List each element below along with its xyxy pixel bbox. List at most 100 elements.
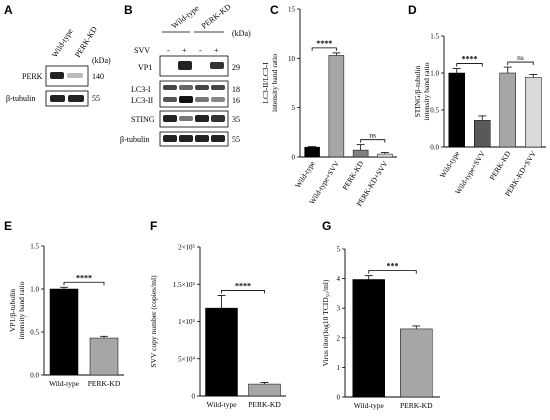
category-label-e-1: PERK-KD	[88, 379, 121, 388]
y-label-c-1: intensity band ratio	[270, 54, 279, 112]
panel-letter-e: E	[4, 219, 12, 233]
y-tick-label-f-3: 1.5×10⁵	[173, 281, 196, 289]
panel-letter-b: B	[124, 3, 133, 17]
y-tick-label-g-0: 0	[337, 394, 341, 402]
kda-header: (kDa)	[92, 56, 111, 65]
kda-tubulin: 55	[92, 94, 100, 103]
row-label-perk: PERK	[22, 72, 43, 81]
blot-frame-tubulin-b	[159, 131, 229, 147]
svv-sign-4: +	[214, 46, 219, 55]
sig-bracket-g-0	[368, 270, 417, 274]
y-tick-label-g-1: 1	[337, 364, 341, 372]
y-tick-label-g-2: 2	[337, 334, 341, 342]
bar-f-0	[205, 307, 238, 397]
band-tub-1	[163, 135, 177, 142]
band-tub-3	[195, 135, 209, 142]
band-lc3i-1	[163, 85, 177, 90]
y-tick-label-e-0: 0.0	[30, 372, 39, 380]
kda-header-b: (kDa)	[232, 29, 251, 38]
y-tick-label-f-1: 5×10⁴	[178, 355, 195, 363]
sig-label-g-0: ***	[387, 262, 399, 271]
svv-label: SVV	[134, 46, 150, 55]
blot-frame-vp1	[159, 55, 229, 77]
y-tick-label-g-3: 3	[337, 305, 341, 313]
band-tub-2	[179, 135, 193, 142]
band-tubulin-wt	[50, 95, 65, 102]
band-vp1-kd-svv	[210, 62, 224, 69]
group-label-perk-kd: PERK-KD	[200, 2, 233, 31]
sig-label-f-0: ****	[235, 281, 251, 290]
sig-bracket-e-0	[63, 281, 105, 286]
chart-e: 0.0 0.5 1.0 1.5 VP1/β-tubulin intensity band …	[8, 243, 124, 388]
band-tubulin-kd	[68, 95, 84, 102]
bar-d-1	[474, 120, 491, 148]
y-tick-label-f-4: 2×10⁵	[178, 244, 195, 252]
kda-vp1: 29	[232, 63, 240, 72]
y-label-d-1: intensity band ratio	[422, 62, 431, 120]
kda-perk: 140	[92, 72, 104, 81]
sig-label-d-0: ****	[462, 55, 478, 64]
row-label-sting: STING	[131, 115, 155, 124]
panel-letter-a: A	[4, 3, 13, 17]
category-label-f-0: Wild-type	[206, 400, 237, 409]
band-lc3ii-1	[163, 97, 177, 102]
sig-label-c-0: ****	[316, 39, 332, 48]
band-perk-kd	[67, 73, 83, 78]
y-label-g-0: Virus titer(log10 TCID₅₀/ml)	[321, 279, 330, 366]
category-label-d-0: Wild-type	[438, 149, 462, 180]
band-perk-wt	[50, 72, 64, 79]
sig-bracket-f-0	[221, 290, 265, 294]
category-label-c-0: Wild-type	[293, 159, 317, 190]
kda-tubulin-b: 55	[232, 135, 240, 144]
sig-label-d-1: ns	[517, 53, 524, 62]
row-label-tubulin: β-tubulin	[6, 94, 35, 103]
band-sting-1	[163, 115, 177, 122]
kda-sting: 35	[232, 115, 240, 124]
category-label-g-0: Wild-type	[354, 401, 385, 410]
bar-d-2	[499, 72, 516, 148]
panel-letter-g: G	[322, 219, 331, 233]
y-tick-label-e-1: 0.5	[30, 329, 39, 337]
y-label-c-0: LC3-II/LC3-I	[261, 62, 270, 104]
bar-g-1	[400, 328, 433, 398]
blot-frame-lc3	[159, 80, 229, 108]
kda-lc3i: 18	[232, 85, 240, 94]
band-lc3ii-4	[211, 97, 225, 102]
y-label-e-0: VP1/β-tubulin	[8, 289, 17, 332]
bar-c-1	[328, 55, 345, 158]
y-tick-label-e-3: 1.5	[30, 243, 39, 251]
sig-bracket-d-1	[507, 61, 534, 66]
band-sting-4	[211, 115, 225, 122]
y-tick-label-e-2: 1.0	[30, 286, 39, 294]
band-lc3ii-2	[179, 96, 193, 103]
panel-b-blot: Wild-type PERK-KD (kDa) SVV - + - + VP1 …	[120, 2, 251, 147]
bar-g-0	[352, 279, 385, 398]
bar-c-0	[304, 146, 320, 158]
panel-letter-f: F	[150, 219, 157, 233]
row-label-tubulin-b: β-tubulin	[120, 135, 149, 144]
panel-a-blot: Wild-type PERK-KD (kDa) PERK 140 β-tubul…	[6, 25, 111, 107]
sig-bracket-c-1	[360, 139, 386, 143]
category-label-e-0: Wild-type	[49, 379, 80, 388]
y-tick-label-g-4: 4	[337, 275, 341, 283]
y-tick-label-d-3: 1.5	[430, 33, 439, 41]
lane-label-perk-kd: PERK-KD	[73, 25, 99, 59]
band-lc3i-4	[211, 85, 225, 90]
bar-e-0	[49, 288, 79, 376]
bar-c-3	[377, 153, 393, 158]
y-tick-label-g-5: 5	[337, 246, 341, 254]
band-vp1-wt-svv	[178, 61, 192, 70]
group-label-wild-type: Wild-type	[170, 3, 201, 30]
y-tick-label-d-0: 0.0	[430, 144, 439, 152]
band-tub-4	[211, 135, 225, 142]
chart-f: 0 5×10⁴ 1×10⁵ 1.5×10⁵ 2×10⁵ SVV copy number (…	[149, 244, 286, 409]
chart-g: 0 1 2 3 4 5 Virus titer(log10 TCID₅₀/ml) Wild-t…	[321, 246, 440, 410]
y-tick-label-c-1: 5	[292, 104, 296, 112]
bar-d-0	[448, 72, 465, 148]
band-lc3i-3	[195, 85, 209, 90]
band-lc3ii-3	[195, 97, 209, 102]
bar-f-1	[248, 383, 281, 397]
y-tick-label-f-2: 1×10⁵	[178, 318, 195, 326]
bar-d-3	[525, 77, 542, 148]
bar-e-1	[89, 337, 119, 376]
